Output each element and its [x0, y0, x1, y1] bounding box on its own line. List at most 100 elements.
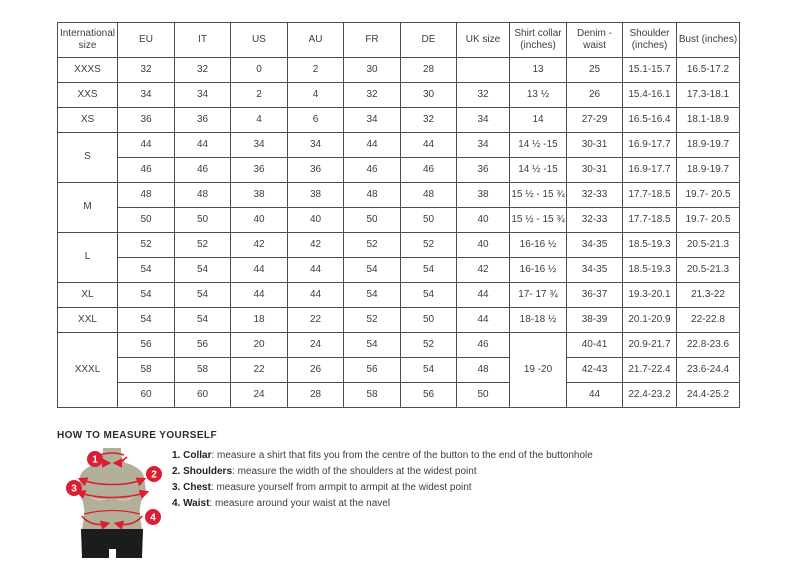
- mannequin-shorts: [81, 529, 143, 558]
- measure-instruction-label: 3. Chest: [172, 482, 211, 493]
- measure-instruction-text: : measure around your waist at the navel: [209, 498, 391, 509]
- measure-instruction-label: 1. Collar: [172, 450, 212, 461]
- mannequin-chest-line-right: [117, 495, 135, 501]
- table-header-cell: AU: [287, 22, 344, 58]
- chest-measure-arrow: [75, 489, 150, 500]
- table-header-cell: Shirt collar (inches): [509, 22, 567, 58]
- table-cell: 56: [400, 382, 457, 408]
- table-row: XS 36 36 4 6 34 32 34 14 27-29 16.5-16.4 18.1-18.9: [57, 107, 740, 133]
- table-cell: 16-16 ½: [509, 257, 567, 283]
- table-cell: 18.9-19.7: [676, 132, 740, 158]
- table-cell: 28: [287, 382, 344, 408]
- table-cell: 50: [174, 207, 231, 233]
- table-cell: 50: [343, 207, 401, 233]
- table-cell: 44: [230, 257, 288, 283]
- table-cell: 22: [230, 357, 288, 383]
- table-cell: 44: [287, 257, 344, 283]
- table-cell: XL: [57, 282, 118, 308]
- table-cell: 21.3-22: [676, 282, 740, 308]
- table-cell: 16.5-16.4: [622, 107, 677, 133]
- table-row: 58 58 22 26 56 54 48 42-43 21.7-22.4 23.6-24.4: [58, 357, 740, 383]
- size-table-body: XXXS 32 32 0 2 30 28 13 25 15.1-15.7 16.5-17.2 XXS 3…: [57, 57, 740, 408]
- table-cell: 16-16 ½: [509, 232, 567, 258]
- table-cell: 16.9-17.7: [622, 132, 677, 158]
- size-table-head: International size EU IT US AU FR DE UK size Shi…: [57, 22, 740, 58]
- table-cell: 22.8-23.6: [676, 332, 740, 358]
- table-cell: 52: [400, 232, 457, 258]
- table-row: XXXL 56 56 20 24 54 52 46 19 -20 40-41 20.9-21.7 22…: [57, 332, 740, 408]
- table-cell: 36: [230, 157, 288, 183]
- table-cell: 52: [400, 332, 457, 358]
- table-cell: 15 ½ - 15 ¾: [509, 182, 567, 208]
- table-cell: 25: [566, 57, 623, 83]
- table-header-cell: International size: [57, 22, 118, 58]
- table-cell: 50: [456, 382, 510, 408]
- table-cell: 22: [287, 307, 344, 333]
- table-row: 50 50 40 40 50 50 40 15 ½ - 15 ¾ 32-33 17.7-18.5 1…: [58, 207, 740, 233]
- table-cell: 24: [230, 382, 288, 408]
- measure-badge-2-number: 2: [151, 470, 157, 481]
- table-header-cell: US: [230, 22, 288, 58]
- table-cell: 42: [230, 232, 288, 258]
- table-cell: 17.7-18.5: [622, 182, 677, 208]
- table-cell: 34: [230, 132, 288, 158]
- table-cell: 19.7- 20.5: [676, 182, 740, 208]
- table-cell: 24: [287, 332, 344, 358]
- table-cell: 32: [343, 82, 401, 108]
- table-cell: XXL: [57, 307, 118, 333]
- table-cell: 54: [400, 257, 457, 283]
- table-cell: 30-31: [566, 157, 623, 183]
- table-cell: 42-43: [566, 357, 623, 383]
- table-cell: 13 ½: [509, 82, 567, 108]
- table-cell: 40-41: [566, 332, 623, 358]
- measure-instruction-label: 4. Waist: [172, 498, 210, 509]
- table-cell: 58: [174, 357, 231, 383]
- table-cell: 16.5-17.2: [676, 57, 740, 83]
- table-cell: 44: [566, 382, 623, 408]
- table-cell: 56: [174, 332, 231, 358]
- table-cell: 34: [174, 82, 231, 108]
- table-header-cell: IT: [174, 22, 231, 58]
- table-cell: 36: [174, 107, 231, 133]
- table-cell: 56: [117, 332, 175, 358]
- table-header-cell: Shoulder (inches): [622, 22, 677, 58]
- table-header-cell: EU: [117, 22, 175, 58]
- table-cell: 26: [287, 357, 344, 383]
- table-cell: 54: [343, 332, 401, 358]
- table-cell: 19.7- 20.5: [676, 207, 740, 233]
- table-cell: 50: [117, 207, 175, 233]
- measure-badge-2: 2: [146, 466, 162, 482]
- table-cell: XXS: [57, 82, 118, 108]
- table-row: 54 54 44 44 54 54 42 16-16 ½ 34-35 18.5-19.3 20.5-…: [58, 257, 740, 283]
- mannequin-torso: [78, 448, 146, 538]
- table-cell: 40: [287, 207, 344, 233]
- table-cell: 46: [117, 157, 175, 183]
- table-cell: 46: [400, 157, 457, 183]
- table-cell: 15 ½ - 15 ¾: [509, 207, 567, 233]
- table-row: S 44 44 34 34 44 44 34 14 ½ -15 30-31 16.9-17.7 18.…: [57, 132, 740, 183]
- table-cell: 54: [117, 257, 175, 283]
- table-cell: 54: [174, 307, 231, 333]
- table-cell: 60: [174, 382, 231, 408]
- table-cell: 17- 17 ¾: [509, 282, 567, 308]
- table-cell: 32: [174, 57, 231, 83]
- table-cell: L: [57, 232, 118, 283]
- table-cell: 36: [287, 157, 344, 183]
- measure-badge-1: 1: [87, 451, 103, 467]
- table-row: XXS 34 34 2 4 32 30 32 13 ½ 26 15.4-16.1 17.3-18.1: [57, 82, 740, 108]
- table-cell: 23.6-24.4: [676, 357, 740, 383]
- table-cell: 18-18 ½: [509, 307, 567, 333]
- table-cell: 46: [343, 157, 401, 183]
- table-cell: XS: [57, 107, 118, 133]
- table-cell: 54: [174, 282, 231, 308]
- table-cell: 30-31: [566, 132, 623, 158]
- table-row: XXXS 32 32 0 2 30 28 13 25 15.1-15.7 16.5-17.2: [57, 57, 740, 83]
- table-cell: 38: [287, 182, 344, 208]
- table-cell: 4: [230, 107, 288, 133]
- table-cell: 34: [456, 132, 510, 158]
- table-cell: 54: [117, 307, 175, 333]
- measure-badge-3: 3: [66, 480, 82, 496]
- table-cell: 34: [117, 82, 175, 108]
- mannequin-chest-line-left: [89, 495, 107, 501]
- table-cell: 18.9-19.7: [676, 157, 740, 183]
